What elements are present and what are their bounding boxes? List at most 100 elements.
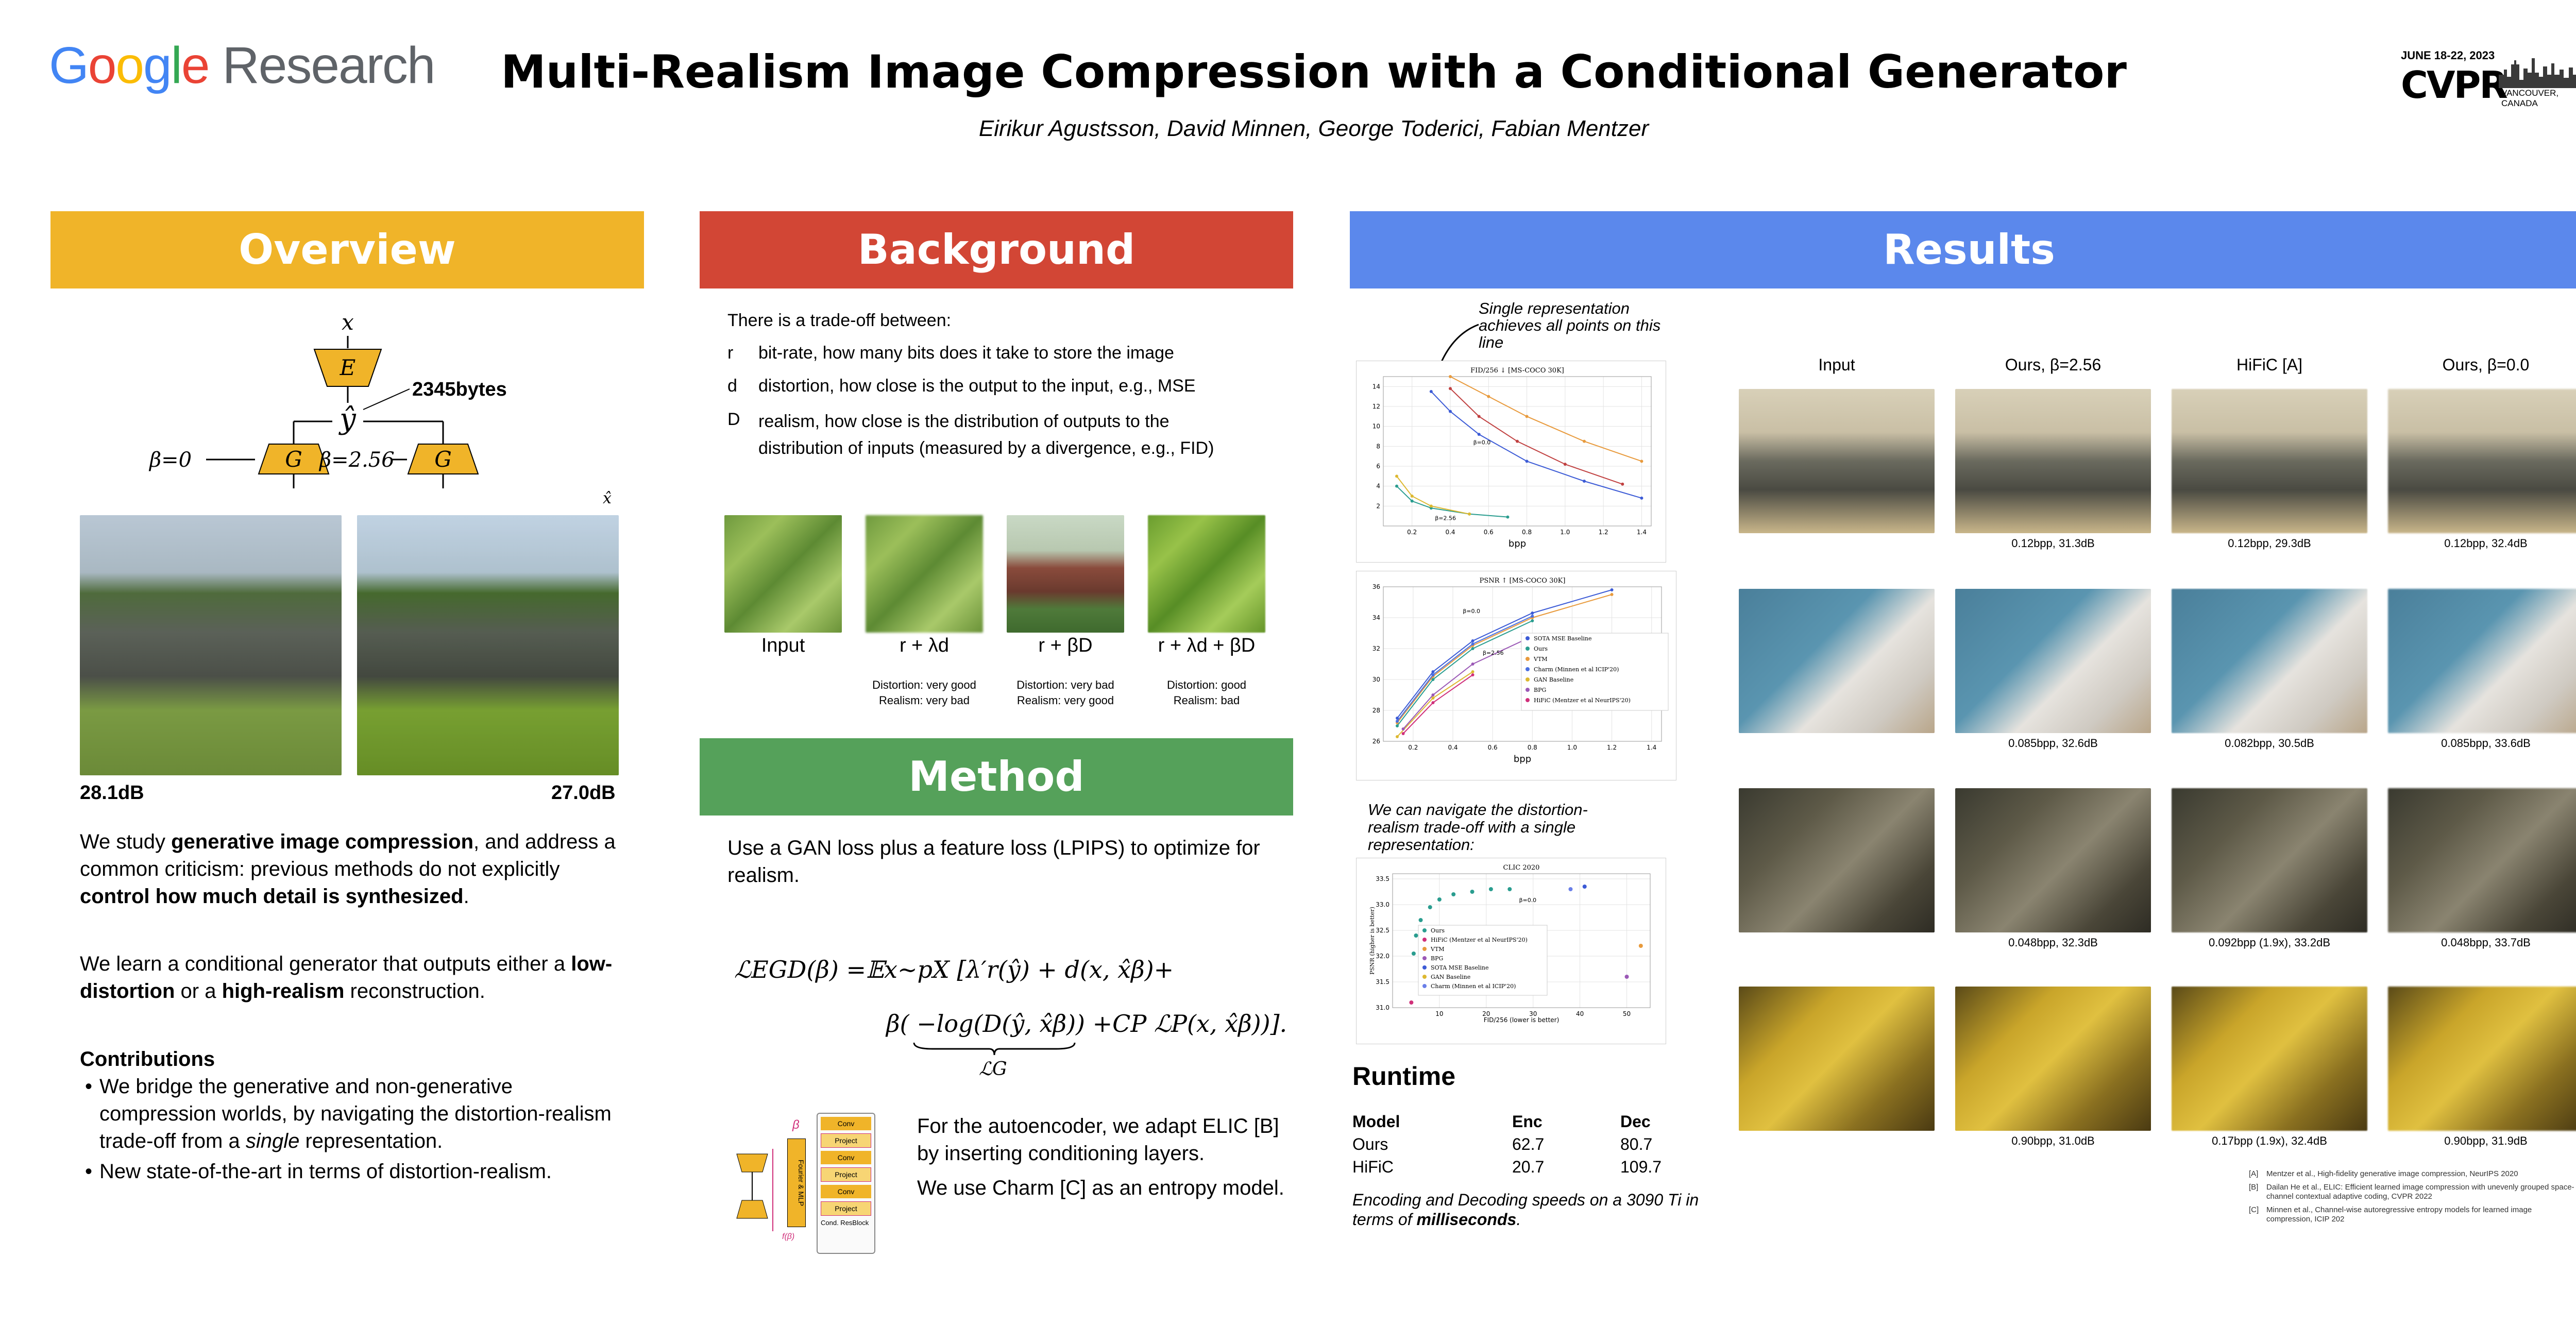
data-point (1638, 944, 1643, 948)
example-note-realism: Distortion: very bad Realism: very good (1016, 678, 1114, 707)
legend-marker (1422, 984, 1427, 988)
result-image-ours-256 (1955, 589, 2151, 733)
legend-label: BPG (1431, 955, 1443, 962)
architecture-encoder-icon (736, 1149, 773, 1231)
underbrace (913, 1042, 1076, 1056)
series-line (1402, 636, 1533, 729)
legend-label: Ours (1534, 645, 1548, 652)
y-tick-label: 28 (1372, 707, 1380, 714)
data-point (1395, 474, 1398, 478)
data-point (1429, 390, 1433, 393)
x-tick-label: 10 (1435, 1010, 1443, 1017)
result-caption: 0.085bpp, 33.6dB (2441, 737, 2531, 750)
data-point (1431, 693, 1435, 697)
y-tick-label: 32 (1372, 645, 1380, 652)
legend-marker (1422, 947, 1427, 951)
x-axis-label: bpp (1514, 754, 1531, 765)
overview-header: Overview (50, 211, 644, 288)
legend-label: SOTA MSE Baseline (1534, 635, 1591, 642)
background-item-r: r bit-rate, how many bits does it take t… (727, 343, 1174, 363)
legend-marker (1526, 636, 1530, 640)
loss-equation-line-1: ℒEGD(β) =𝔼x∼pX [λ′r(ŷ) + d(x, x̂β)+ (734, 956, 1174, 983)
cvpr-location: VANCOUVER, CANADA (2501, 88, 2559, 108)
arch-project: Project (821, 1167, 871, 1182)
y-tick-label: 4 (1376, 483, 1380, 490)
result-image-input (1739, 788, 1935, 932)
data-point (1471, 639, 1475, 642)
logo-letter: e (181, 37, 210, 94)
architecture-fourier-block: Fourier & MLP (787, 1139, 806, 1227)
arch-conv: Conv (821, 1151, 871, 1164)
logo-letter: o (115, 37, 144, 94)
data-point (1640, 460, 1643, 463)
legend-marker (1526, 688, 1530, 692)
chart-title: CLIC 2020 (1503, 864, 1540, 872)
x-tick-label: 40 (1576, 1010, 1584, 1017)
result-image-ours-0 (2388, 589, 2576, 733)
result-image-hific (2172, 589, 2367, 733)
psnr-left: 28.1dB (80, 782, 144, 804)
data-point (1470, 890, 1475, 894)
data-point (1396, 717, 1399, 720)
data-point (1621, 482, 1624, 486)
data-point (1431, 701, 1435, 704)
data-point (1431, 678, 1435, 681)
architecture-beta: β (792, 1118, 800, 1132)
data-point (1471, 670, 1475, 673)
result-image-ours-0 (2388, 987, 2576, 1131)
x-tick-label: 0.8 (1522, 529, 1532, 536)
data-point (1418, 918, 1423, 922)
legend-marker (1422, 928, 1427, 932)
y-tick-label: 32.0 (1376, 953, 1389, 960)
y-tick-label: 12 (1372, 403, 1380, 410)
x-tick-label: 1.4 (1637, 529, 1647, 536)
legend-label: BPG (1534, 687, 1546, 693)
result-caption: 0.048bpp, 33.7dB (2441, 936, 2531, 949)
x-tick-label: 20 (1482, 1010, 1490, 1017)
data-point (1431, 673, 1435, 676)
data-point (1396, 724, 1399, 727)
logo-letter: g (143, 37, 172, 94)
x-tick-label: 0.4 (1448, 744, 1458, 751)
background-intro: There is a trade-off between: (727, 311, 952, 330)
y-tick-label: 6 (1376, 463, 1380, 470)
arch-cond-resblock: Cond. ResBlock (821, 1219, 869, 1227)
architecture-f-beta: f(β) (782, 1232, 795, 1241)
data-point (1410, 499, 1414, 503)
plot-frame (1383, 376, 1652, 526)
runtime-row: HiFiC 20.7 109.7 (1352, 1158, 1662, 1176)
background-item-D: D realism, how close is the distribution… (727, 410, 1214, 458)
result-image-input (1739, 389, 1935, 533)
overview-diagram: x E ŷ 2345bytes G G β=0 β=2.56 (148, 310, 507, 488)
arch-project: Project (821, 1201, 871, 1216)
skyline-icon (2499, 58, 2576, 88)
results-col-header-input: Input (1818, 355, 1855, 374)
series-line (1450, 388, 1623, 485)
chart-title: PSNR ↑ [MS-COCO 30K] (1480, 577, 1566, 585)
google-research-logo: Google Research (49, 36, 435, 95)
data-point (1488, 887, 1493, 891)
legend-label: Ours (1431, 927, 1445, 934)
method-paragraph-2: For the autoencoder, we adapt ELIC [B] b… (917, 1115, 1279, 1165)
runtime-row: Ours 62.7 80.7 (1352, 1135, 1653, 1153)
data-point (1468, 512, 1471, 516)
series-line (1450, 376, 1642, 462)
data-point (1563, 463, 1567, 466)
encoder-block (313, 349, 382, 387)
data-point (1531, 619, 1534, 622)
psnr-chart: PSNR ↑ [MS-COCO 30K] 0.2 0.4 0.6 0.8 1.0 1.2 1.… (1356, 571, 1676, 780)
x-tick-label: 1.0 (1560, 529, 1570, 536)
data-point (1471, 673, 1475, 676)
legend-label: GAN Baseline (1534, 676, 1573, 683)
data-point (1477, 415, 1481, 418)
diagram-yhat: ŷ (338, 402, 357, 436)
result-image-input (1739, 589, 1935, 733)
data-point (1477, 433, 1481, 436)
x-axis-label: bpp (1509, 538, 1526, 549)
data-point (1583, 480, 1586, 483)
loss-label-LG: ℒG (979, 1059, 1007, 1080)
loss-equation-line-2: β( −log(D(ŷ, x̂β)) +CP ℒP(x, x̂β))]. (886, 1010, 1287, 1038)
diagram-generator-right: G (434, 447, 452, 472)
y-tick-label: 30 (1372, 676, 1380, 683)
data-point (1531, 611, 1534, 615)
